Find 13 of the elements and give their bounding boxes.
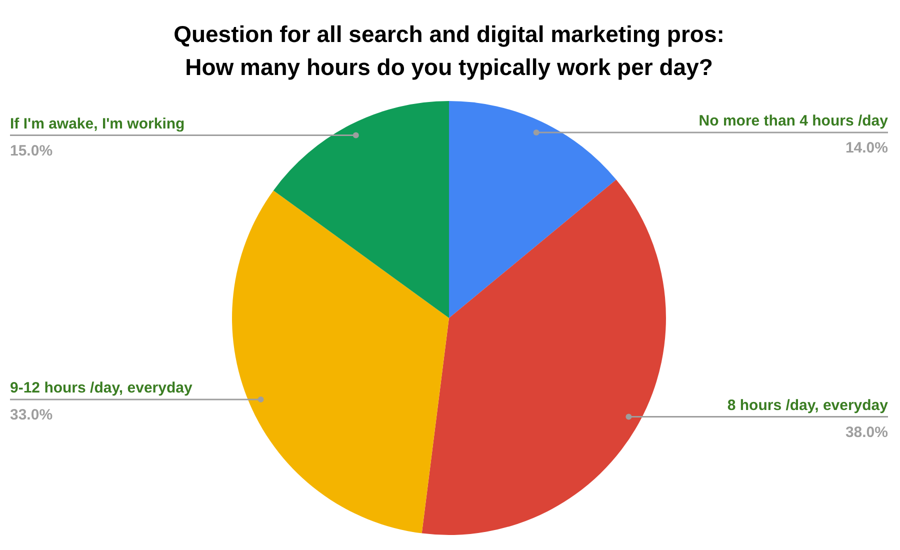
slice-label: 8 hours /day, everyday xyxy=(727,396,889,414)
data-label: 14.0% xyxy=(845,139,888,156)
pie-slice xyxy=(422,180,666,535)
slice-label: If I'm awake, I'm working xyxy=(10,115,185,132)
slice-label: 9-12 hours /day, everyday xyxy=(10,379,193,396)
data-label: 38.0% xyxy=(845,424,888,441)
data-label: 33.0% xyxy=(10,406,53,424)
pie-slice xyxy=(449,101,616,318)
pie-slice xyxy=(232,190,449,534)
pie-slice xyxy=(273,101,449,318)
slice-label: No more than 4 hours /day xyxy=(698,112,889,130)
data-label: 15.0% xyxy=(10,142,53,160)
chart-title: Question for all search and digital marketing pros: How many hours do you typically work per day? xyxy=(174,21,724,80)
